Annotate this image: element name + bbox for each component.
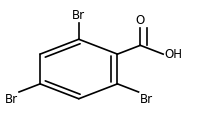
Text: Br: Br <box>139 93 153 106</box>
Text: Br: Br <box>5 93 18 106</box>
Text: OH: OH <box>164 48 182 61</box>
Text: Br: Br <box>72 9 85 22</box>
Text: O: O <box>136 14 145 27</box>
